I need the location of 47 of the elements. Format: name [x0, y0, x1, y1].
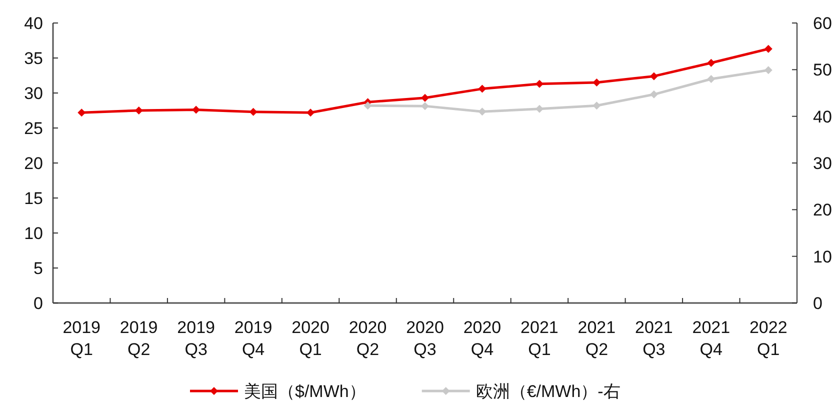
legend-label: 欧洲（€/MWh）-右 — [476, 382, 620, 401]
x-tick-label: 2021 Q4 — [692, 318, 730, 359]
y-tick-label: 5 — [34, 259, 43, 278]
y-tick-label: 35 — [24, 49, 43, 68]
y2-tick-label: 30 — [813, 154, 832, 173]
point — [421, 102, 429, 110]
point — [650, 90, 658, 98]
y-tick-label: 0 — [34, 294, 43, 313]
point — [764, 44, 772, 53]
point — [707, 75, 716, 83]
x-tick-label: 2020 Q3 — [406, 318, 444, 359]
y-tick-label: 30 — [24, 84, 43, 103]
x-tick-label: 2022 Q1 — [749, 318, 788, 359]
x-tick-label: 2019 Q3 — [177, 318, 215, 359]
y2-tick-label: 50 — [813, 60, 832, 80]
x-tick-label: 2019 Q2 — [120, 318, 158, 359]
point — [421, 94, 429, 102]
x-tick-label: 2019 Q4 — [234, 318, 272, 359]
y2-tick-label: 0 — [813, 294, 822, 313]
y-tick-label: 10 — [24, 224, 43, 243]
point — [764, 66, 772, 74]
point — [592, 78, 601, 86]
y-tick-label: 25 — [24, 119, 43, 138]
point — [306, 108, 315, 117]
point — [192, 106, 200, 114]
y2-tick-label: 40 — [813, 107, 832, 126]
y-tick-label: 15 — [24, 189, 43, 208]
y2-tick-label: 60 — [813, 14, 832, 33]
point — [478, 84, 486, 93]
x-tick-label: 2020 Q1 — [292, 318, 330, 359]
point — [78, 108, 86, 117]
y2-tick-label: 10 — [813, 247, 832, 266]
x-tick-label: 2021 Q3 — [635, 318, 673, 359]
x-tick-label: 2021 Q1 — [520, 318, 558, 359]
point — [134, 106, 143, 114]
x-tick-label: 2021 Q2 — [578, 318, 616, 359]
point — [535, 80, 544, 88]
y-tick-label: 40 — [24, 14, 43, 33]
point — [650, 72, 658, 80]
x-tick-label: 2019 Q1 — [62, 318, 101, 359]
y2-tick-label: 20 — [813, 200, 832, 220]
y-tick-label: 20 — [24, 154, 43, 173]
legend-label: 美国（$/MWh） — [244, 382, 366, 401]
point — [707, 58, 716, 67]
x-tick-label: 2020 Q2 — [348, 318, 387, 359]
point — [478, 108, 486, 116]
x-tick-label: 2020 Q4 — [463, 318, 502, 359]
